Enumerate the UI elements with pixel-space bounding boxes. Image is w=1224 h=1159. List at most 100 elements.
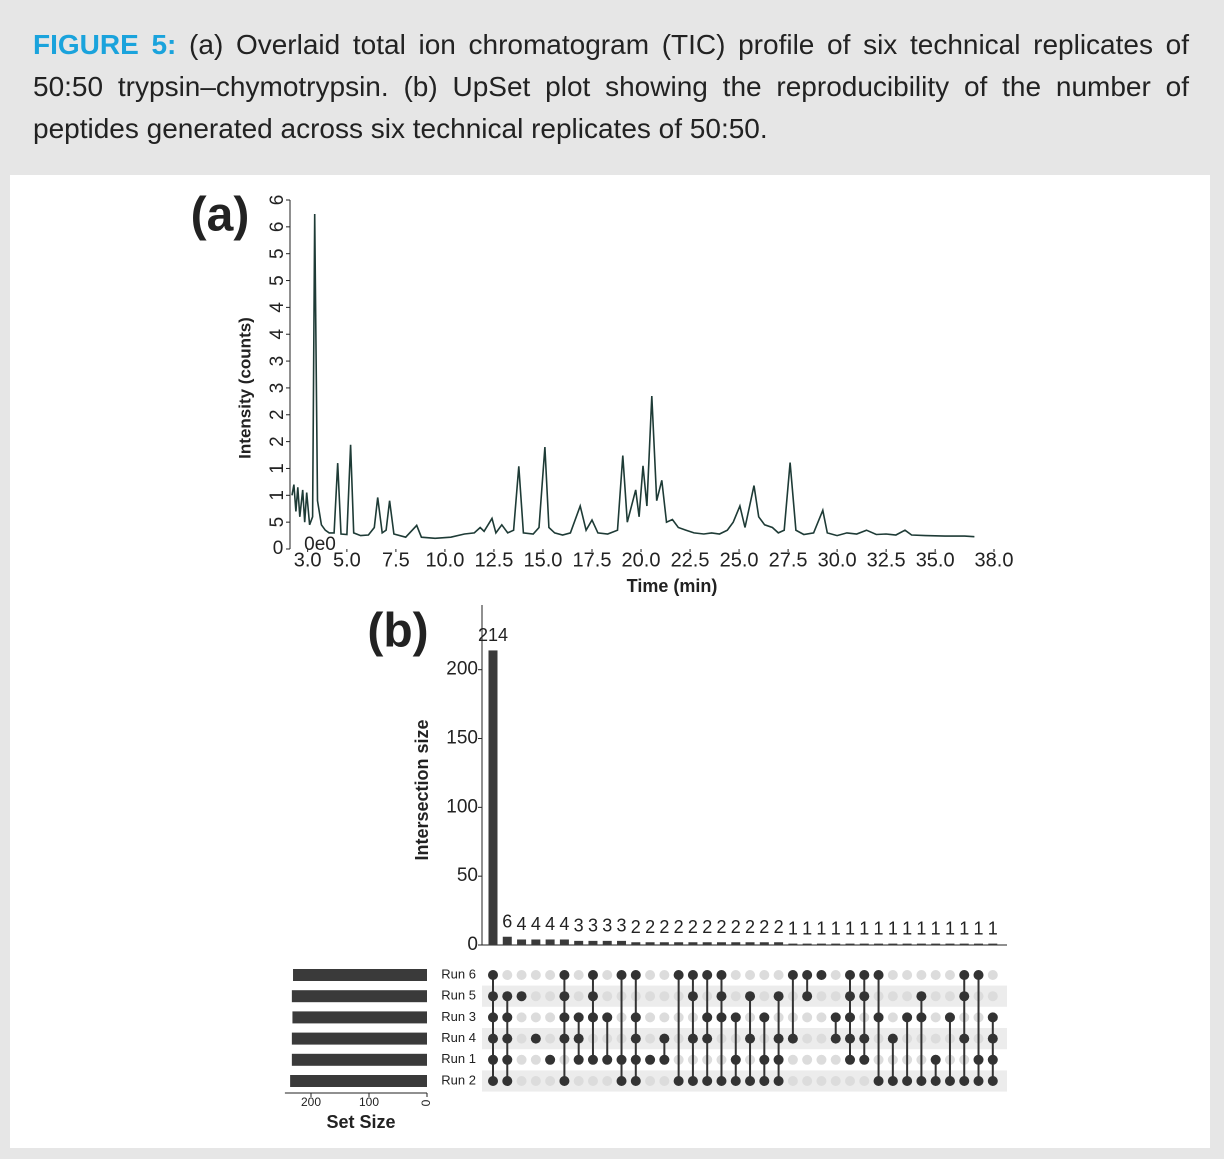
bar-label: 1 (859, 918, 869, 938)
member-dot (702, 970, 713, 980)
member-dot (659, 1033, 670, 1044)
x-tick-label: 38.0 (975, 549, 1014, 571)
member-dot (488, 1033, 498, 1044)
y-tick-label: 2 (267, 436, 288, 447)
member-dot (987, 1012, 998, 1023)
member-dot (859, 1033, 870, 1044)
member-dot (559, 1033, 570, 1044)
bar-label: 2 (688, 917, 698, 937)
empty-dot (645, 1076, 656, 1086)
member-dot (716, 970, 727, 980)
bar-label: 3 (617, 916, 627, 936)
member-dot (687, 970, 698, 980)
bar (988, 943, 998, 945)
x-tick-label: 20.0 (622, 549, 661, 571)
member-dot (716, 991, 727, 1002)
set-name: Run 6 (441, 966, 476, 981)
member-dot (759, 1054, 770, 1065)
set-name: Run 2 (441, 1072, 476, 1087)
offset-text: 0e0 (304, 534, 336, 555)
set-name: Run 1 (441, 1051, 476, 1066)
bar (916, 943, 926, 945)
bar (545, 939, 555, 945)
empty-dot (645, 991, 656, 1002)
bar (602, 940, 612, 945)
bar (731, 942, 741, 945)
y-tick-label: 4 (267, 329, 288, 340)
bar-label: 1 (916, 918, 926, 938)
set-size-bar (291, 1032, 427, 1045)
bar (716, 942, 726, 945)
member-dot (759, 1076, 770, 1086)
member-dot (745, 1033, 756, 1044)
y-axis-label: Intersection size (412, 719, 432, 860)
y-tick-label: 150 (446, 728, 478, 749)
bar (959, 943, 969, 945)
bar (759, 942, 769, 945)
bar-label: 2 (716, 917, 726, 937)
member-dot (630, 1033, 641, 1044)
member-dot (816, 970, 827, 980)
bar-label: 2 (674, 917, 684, 937)
set-name: Run 3 (441, 1009, 476, 1024)
empty-dot (602, 991, 613, 1002)
member-dot (845, 991, 855, 1002)
empty-dot (759, 991, 770, 1002)
bar (816, 943, 826, 945)
empty-dot (773, 970, 784, 980)
empty-dot (516, 970, 527, 980)
member-dot (502, 1012, 513, 1023)
member-dot (802, 970, 813, 980)
empty-dot (944, 970, 955, 980)
bar-label: 4 (531, 914, 541, 934)
member-dot (488, 991, 498, 1002)
y-axis-label: Intensity (counts) (235, 317, 254, 459)
member-dot (488, 970, 498, 980)
member-dot (630, 1076, 641, 1086)
member-dot (887, 1076, 898, 1086)
member-dot (559, 1076, 570, 1086)
bar-label: 3 (602, 916, 612, 936)
member-dot (987, 1054, 998, 1065)
member-dot (630, 1054, 641, 1065)
bar-label: 1 (902, 918, 912, 938)
bar (674, 942, 684, 945)
x-tick-label: 100 (359, 1095, 379, 1109)
member-dot (916, 1076, 927, 1086)
bar (502, 936, 512, 945)
member-dot (502, 1033, 513, 1044)
member-dot (873, 970, 884, 980)
member-dot (587, 1012, 598, 1023)
member-dot (702, 1012, 713, 1023)
y-tick-label: 6 (267, 222, 288, 233)
bar-label: 4 (545, 914, 555, 934)
member-dot (973, 970, 984, 980)
empty-dot (930, 970, 941, 980)
empty-dot (830, 1054, 841, 1065)
member-dot (573, 1033, 584, 1044)
member-dot (502, 1054, 513, 1065)
bar-label: 1 (831, 918, 841, 938)
bar-label: 1 (974, 918, 984, 938)
empty-dot (987, 991, 998, 1002)
x-tick-label: 27.5 (769, 549, 808, 571)
empty-dot (816, 1076, 827, 1086)
empty-dot (816, 1054, 827, 1065)
y-tick-label: 5 (267, 517, 288, 528)
x-tick-label: 10.0 (425, 549, 464, 571)
empty-dot (545, 1012, 556, 1023)
y-tick-label: 3 (267, 356, 288, 367)
member-dot (616, 1076, 627, 1086)
empty-dot (545, 1076, 556, 1086)
y-tick-label: 0 (467, 934, 478, 955)
bar (888, 943, 898, 945)
bar (945, 943, 955, 945)
set-name: Run 5 (441, 988, 476, 1003)
empty-dot (930, 991, 941, 1002)
set-name: Run 4 (441, 1030, 476, 1045)
member-dot (787, 1033, 798, 1044)
y-tick-label: 200 (446, 659, 478, 680)
bar-label: 2 (702, 917, 712, 937)
member-dot (773, 1076, 784, 1086)
panel-label: (a) (191, 189, 250, 242)
